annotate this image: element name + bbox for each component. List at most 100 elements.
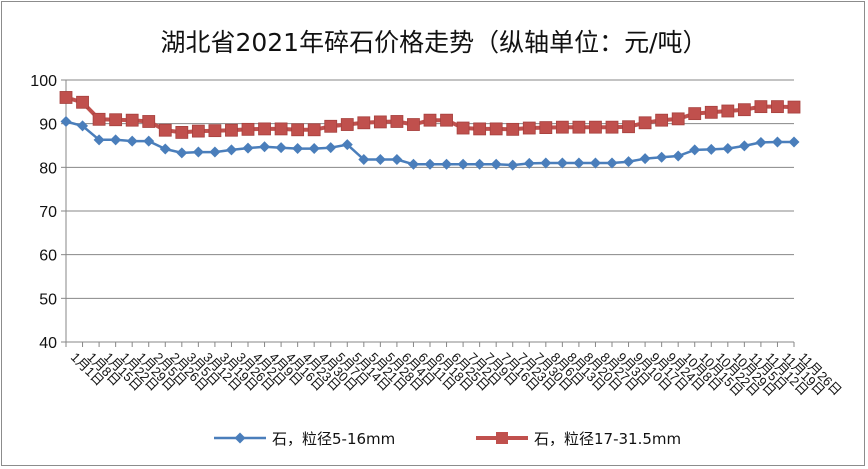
data-point [441, 158, 453, 170]
data-point [373, 115, 387, 129]
data-point [704, 105, 718, 119]
data-point [737, 103, 751, 117]
data-point [191, 124, 205, 138]
data-point [490, 158, 502, 170]
data-point [307, 123, 321, 137]
data-point [457, 158, 469, 170]
data-point [423, 113, 437, 127]
y-tick-label: 90 [39, 117, 57, 134]
data-point [374, 153, 386, 165]
data-point [143, 135, 155, 147]
data-point [175, 126, 189, 139]
series-line [65, 120, 794, 167]
data-point [506, 122, 520, 136]
data-point [390, 115, 404, 128]
data-point [340, 118, 354, 131]
series-1 [60, 115, 800, 171]
data-point [573, 157, 585, 169]
data-point [208, 124, 222, 138]
data-point [473, 122, 487, 136]
data-point [672, 150, 684, 162]
data-point [572, 120, 586, 134]
data-point [258, 122, 271, 136]
data-point [225, 144, 237, 156]
gridlines [66, 79, 794, 299]
data-point [689, 144, 701, 156]
data-point [721, 104, 735, 118]
data-point [142, 115, 156, 128]
data-point [275, 142, 287, 154]
data-point [93, 134, 105, 146]
data-point [225, 123, 238, 137]
data-point [656, 151, 668, 163]
legend: 石，粒径5-16mm 石，粒径17-31.5mm [214, 430, 681, 448]
data-point [110, 134, 122, 146]
series-group [59, 91, 801, 171]
data-point [605, 120, 619, 134]
data-point [589, 120, 602, 134]
data-point [738, 140, 750, 152]
data-point [325, 142, 337, 154]
data-point [622, 120, 635, 134]
legend-label: 石，粒径17-31.5mm [534, 430, 681, 448]
data-point [324, 119, 338, 133]
data-point [407, 118, 420, 131]
data-point [292, 143, 304, 155]
data-point [440, 113, 453, 127]
data-point [555, 120, 569, 134]
legend-label: 石，粒径5-16mm [272, 430, 395, 448]
legend-item-1: 石，粒径5-16mm [214, 430, 395, 448]
y-tick-label: 60 [39, 248, 57, 265]
data-point [274, 122, 288, 136]
data-point [639, 153, 651, 165]
y-tick-label: 40 [39, 335, 57, 352]
data-point [787, 100, 801, 114]
data-point [722, 143, 734, 155]
y-tick-label: 70 [39, 204, 57, 221]
legend-marker [234, 432, 246, 444]
data-point [688, 107, 702, 121]
data-point [755, 136, 767, 148]
data-point [126, 135, 138, 147]
y-tick-label: 80 [39, 160, 57, 177]
data-point [241, 122, 255, 136]
data-point [59, 91, 73, 104]
data-point [125, 113, 139, 127]
data-point [158, 123, 172, 137]
data-point [391, 153, 403, 165]
data-point [754, 100, 768, 114]
data-point [77, 120, 89, 132]
data-point [76, 95, 89, 109]
data-point [771, 100, 784, 114]
data-point [407, 158, 419, 170]
data-point [771, 136, 783, 148]
data-point [507, 159, 519, 171]
data-point [308, 143, 320, 155]
series-2 [59, 91, 801, 139]
data-point [589, 157, 601, 169]
data-point [159, 143, 171, 155]
y-tick-label: 100 [30, 73, 57, 90]
legend-marker [496, 432, 508, 444]
data-point [209, 146, 221, 158]
data-point [522, 121, 536, 135]
chart-title: 湖北省2021年碎石价格走势（纵轴单位：元/吨） [160, 28, 707, 57]
data-point [176, 147, 188, 159]
data-point [539, 121, 553, 134]
data-point [60, 115, 72, 127]
data-point [424, 158, 436, 170]
data-point [192, 146, 204, 158]
data-point [291, 123, 305, 137]
data-point [556, 157, 568, 169]
data-point [357, 116, 371, 130]
data-point [671, 112, 685, 126]
data-point [358, 153, 370, 165]
data-point [92, 112, 106, 126]
data-point [489, 122, 503, 136]
data-point [638, 116, 652, 130]
data-point [259, 141, 271, 153]
data-point [655, 113, 669, 127]
legend-item-2: 石，粒径17-31.5mm [476, 430, 681, 448]
